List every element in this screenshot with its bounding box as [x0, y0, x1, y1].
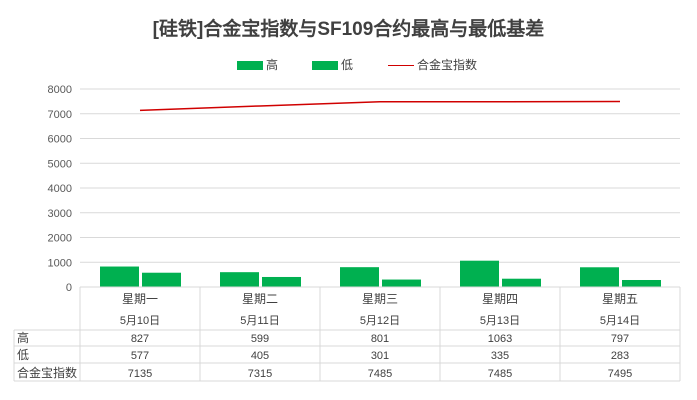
bar-high-4 — [460, 260, 499, 287]
chart-title: [硅铁]合金宝指数与SF109合约最高与最低基差 — [152, 19, 545, 40]
category-label-2: 星期二 — [242, 292, 278, 306]
legend: 高 低 合金宝指数 — [0, 56, 697, 72]
legend-swatch-low — [312, 61, 338, 71]
legend-swatch-high — [237, 61, 263, 71]
ytick-4000: 4000 — [48, 183, 72, 195]
bar-low-4 — [502, 278, 541, 287]
index-line-group — [139, 100, 621, 112]
bars — [100, 260, 661, 287]
table-cell-3-1: 7135 — [128, 368, 152, 380]
table-cell-1-1: 827 — [131, 333, 149, 345]
ytick-2000: 2000 — [48, 233, 72, 245]
table-cell-2-4: 335 — [491, 350, 509, 362]
date-label-5: 5月14日 — [600, 315, 640, 327]
ytick-6000: 6000 — [48, 134, 72, 146]
row-header-3: 合金宝指数 — [17, 365, 77, 380]
table-cell-3-3: 7485 — [368, 368, 392, 380]
bar-high-5 — [580, 267, 619, 287]
ytick-3000: 3000 — [48, 208, 72, 220]
table-cell-2-3: 301 — [371, 350, 389, 362]
row-header-2: 低 — [17, 348, 29, 362]
category-label-1: 星期一 — [122, 292, 158, 306]
bar-low-3 — [382, 279, 421, 287]
legend-label-high: 高 — [266, 58, 279, 72]
table-cell-1-4: 1063 — [488, 333, 512, 345]
table-cell-2-1: 577 — [131, 350, 149, 362]
date-label-4: 5月13日 — [480, 315, 520, 327]
date-label-3: 5月12日 — [360, 315, 400, 327]
legend-label-low: 低 — [341, 58, 354, 72]
legend-label-index: 合金宝指数 — [417, 58, 478, 72]
bar-high-2 — [220, 272, 259, 287]
gridlines — [80, 88, 680, 288]
legend-swatch-index — [388, 65, 414, 67]
data-table: 星期一 5月10日 星期二 5月11日 星期三 5月12日 星期四 5月13日 星期五 5月14日… — [13, 286, 681, 382]
bar-low-2 — [262, 276, 301, 287]
date-label-2: 5月11日 — [240, 315, 280, 327]
bar-high-1 — [100, 266, 139, 287]
y-axis-ticks: 0 1000 2000 3000 4000 5000 6000 7000 8000 — [48, 84, 72, 294]
category-label-4: 星期四 — [482, 292, 518, 306]
legend-item-index: 合金宝指数 — [388, 56, 477, 72]
legend-item-high: 高 — [237, 56, 278, 72]
ytick-7000: 7000 — [48, 109, 72, 121]
table-cell-1-5: 797 — [611, 333, 629, 345]
table-cell-2-5: 283 — [611, 350, 629, 362]
table-cell-3-4: 7485 — [488, 368, 512, 380]
row-header-1: 高 — [17, 330, 29, 345]
ytick-1000: 1000 — [48, 257, 72, 269]
bar-low-5 — [622, 279, 661, 287]
table-cell-2-2: 405 — [251, 350, 269, 362]
index-line — [139, 100, 621, 112]
category-label-5: 星期五 — [602, 292, 638, 306]
ytick-8000: 8000 — [48, 84, 72, 96]
table-cell-3-5: 7495 — [608, 368, 632, 380]
ytick-5000: 5000 — [48, 158, 72, 170]
table-cell-1-2: 599 — [251, 333, 269, 345]
bar-high-3 — [340, 267, 379, 287]
bar-low-1 — [142, 272, 181, 287]
category-label-3: 星期三 — [362, 292, 398, 306]
legend-item-low: 低 — [312, 56, 353, 72]
date-label-1: 5月10日 — [120, 315, 160, 327]
table-cell-3-2: 7315 — [248, 368, 272, 380]
ytick-0: 0 — [66, 282, 72, 294]
table-cell-1-3: 801 — [371, 333, 389, 345]
